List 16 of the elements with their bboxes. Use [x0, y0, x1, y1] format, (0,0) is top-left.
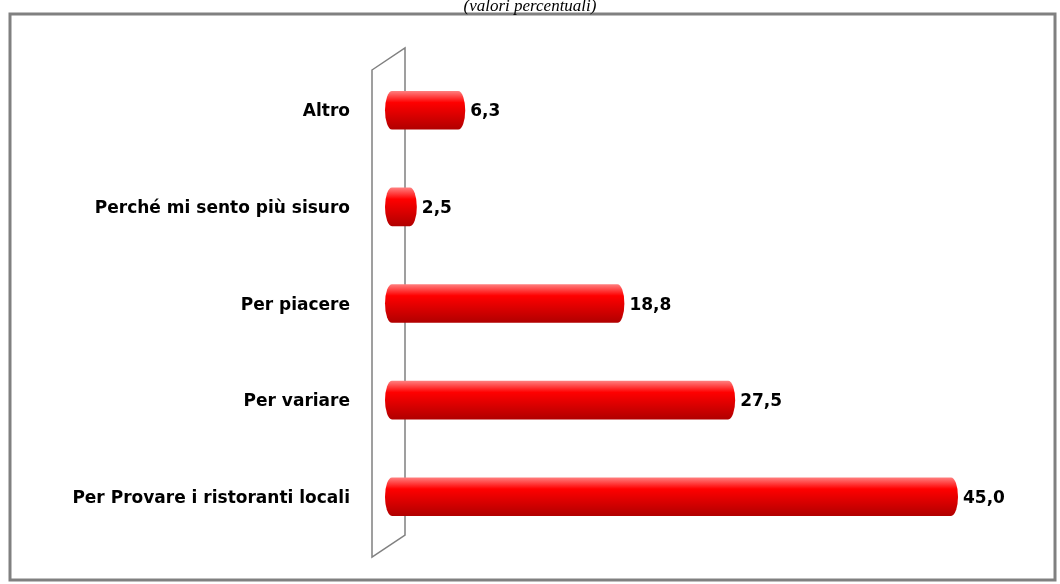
bar [385, 477, 958, 517]
bar [385, 284, 625, 323]
data-label: 18,8 [629, 293, 672, 314]
y-tick-label: Perché mi sento più sisuro [94, 196, 350, 217]
data-label: 6,3 [470, 100, 501, 121]
bar [385, 90, 466, 130]
y-tick-label: Per variare [243, 390, 350, 411]
data-label: 45,0 [963, 486, 1006, 507]
y-tick-label: Per piacere [240, 293, 350, 314]
bar [385, 380, 736, 420]
data-label: 27,5 [740, 390, 783, 411]
data-label: 2,5 [421, 196, 452, 217]
y-tick-label: Per Provare i ristoranti locali [72, 486, 350, 507]
y-tick-label: Altro [302, 100, 350, 121]
chart-subtitle: (valori percentuali) [463, 0, 597, 15]
bar [385, 187, 417, 227]
